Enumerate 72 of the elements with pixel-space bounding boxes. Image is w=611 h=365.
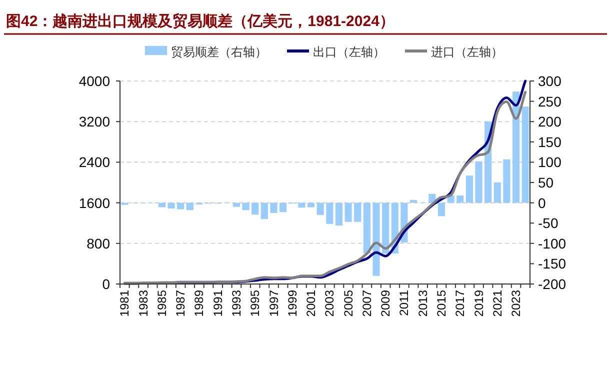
y-tick-label: 4000 bbox=[78, 73, 110, 89]
bar bbox=[335, 202, 343, 226]
bar bbox=[494, 182, 501, 203]
bar bbox=[466, 176, 473, 203]
chart-title: 图42：越南进出口规模及贸易顺差（亿美元，1981-2024） bbox=[6, 12, 394, 30]
x-tick-label: 1999 bbox=[285, 290, 300, 317]
bar bbox=[344, 202, 352, 222]
bar bbox=[232, 202, 240, 207]
bar bbox=[503, 159, 510, 203]
bar bbox=[298, 202, 306, 208]
x-tick-label: 2005 bbox=[341, 290, 356, 317]
y-tick-label: 1600 bbox=[78, 194, 110, 211]
bar bbox=[475, 161, 482, 203]
x-tick-label: 1989 bbox=[192, 290, 206, 317]
legend-label: 出口（左轴） bbox=[313, 45, 385, 59]
x-tick-label: 2013 bbox=[416, 290, 430, 317]
y-tick-label: 800 bbox=[86, 235, 110, 252]
x-tick-label: 2015 bbox=[434, 290, 448, 317]
y2-tick-label: 150 bbox=[538, 134, 562, 150]
x-tick-label: 2017 bbox=[453, 290, 468, 317]
bar bbox=[372, 202, 380, 276]
bar bbox=[363, 202, 370, 254]
bar bbox=[438, 202, 446, 216]
x-tick-label: 1981 bbox=[118, 290, 132, 317]
x-tick-label: 1991 bbox=[210, 290, 225, 317]
x-tick-label: 1993 bbox=[229, 290, 244, 317]
x-tick-label: 2019 bbox=[472, 290, 486, 317]
legend-label: 进口（左轴） bbox=[431, 45, 503, 59]
x-tick-label: 2021 bbox=[490, 290, 504, 317]
y-tick-label: 0 bbox=[102, 276, 110, 292]
x-tick-label: 1983 bbox=[136, 290, 150, 317]
bar bbox=[410, 200, 418, 203]
x-tick-label: 2003 bbox=[322, 290, 337, 317]
bar bbox=[186, 202, 194, 210]
bar bbox=[260, 202, 268, 220]
bar bbox=[326, 202, 334, 224]
bar bbox=[307, 202, 315, 208]
x-tick-label: 2001 bbox=[304, 290, 318, 317]
bar bbox=[354, 202, 362, 222]
bar bbox=[316, 202, 324, 215]
bar bbox=[242, 202, 250, 210]
y2-tick-label: -50 bbox=[538, 215, 558, 232]
y2-tick-label: -100 bbox=[538, 235, 566, 252]
y-tick-label: 3200 bbox=[78, 114, 110, 130]
legend-label: 贸易顺差（右轴） bbox=[171, 45, 267, 59]
x-tick-label: 1987 bbox=[174, 290, 188, 317]
x-tick-label: 1995 bbox=[248, 290, 262, 317]
y2-tick-label: 0 bbox=[538, 194, 546, 211]
bar bbox=[382, 202, 390, 254]
y-tick-label: 2400 bbox=[78, 154, 110, 170]
bar bbox=[270, 202, 278, 213]
y2-tick-label: 250 bbox=[538, 93, 562, 110]
x-tick-label: 1985 bbox=[154, 290, 169, 317]
bar bbox=[158, 202, 166, 208]
x-tick-label: 1997 bbox=[266, 290, 281, 317]
bar bbox=[252, 202, 259, 215]
x-tick-label: 2011 bbox=[397, 290, 412, 316]
x-tick-label: 2009 bbox=[378, 290, 393, 317]
y2-tick-label: -200 bbox=[538, 276, 566, 292]
y2-tick-label: 100 bbox=[538, 154, 562, 170]
y2-tick-label: -150 bbox=[538, 256, 566, 272]
x-tick-label: 2007 bbox=[360, 290, 374, 317]
y2-tick-label: 50 bbox=[538, 174, 554, 190]
x-tick-label: 2023 bbox=[509, 290, 524, 317]
y2-tick-label: 300 bbox=[538, 73, 562, 89]
bar bbox=[522, 106, 529, 203]
bar bbox=[512, 92, 520, 203]
bar bbox=[280, 202, 287, 212]
bar bbox=[456, 195, 464, 203]
bar bbox=[177, 202, 184, 210]
bar bbox=[168, 202, 175, 208]
y2-tick-label: 200 bbox=[538, 114, 562, 130]
